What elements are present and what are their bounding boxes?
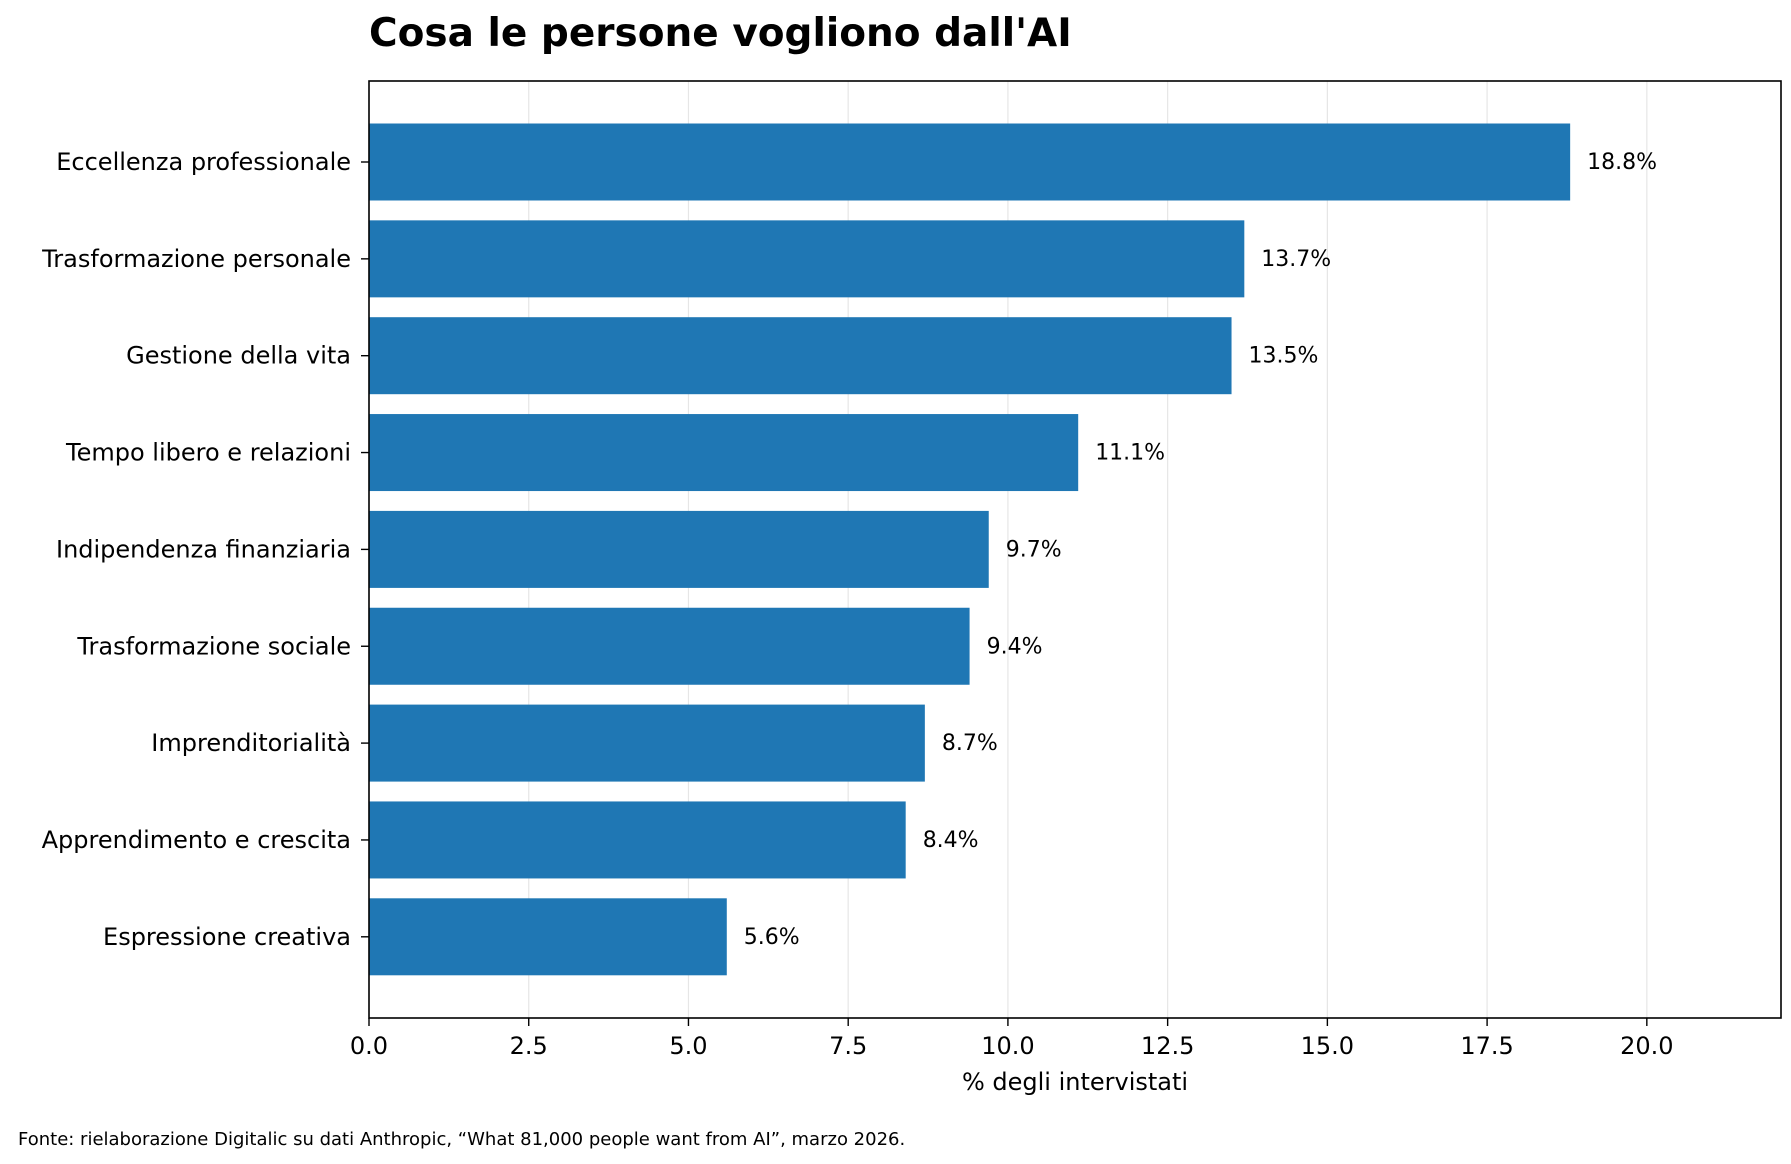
x-tick-label: 5.0 <box>669 1032 707 1060</box>
plot-frame <box>368 80 1782 1019</box>
data-label: 9.4% <box>987 634 1043 659</box>
x-axis-ticks: 0.0 2.5 5.0 7.5 10.0 12.5 15.0 17.5 20.0 <box>350 1018 1674 1060</box>
category-label: Apprendimento e crescita <box>42 826 351 854</box>
data-label: 8.7% <box>942 731 998 756</box>
x-axis-label: % degli intervistati <box>962 1068 1188 1096</box>
category-label: Trasformazione personale <box>41 245 351 273</box>
category-label: Tempo libero e relazioni <box>65 439 351 467</box>
category-label: Trasformazione sociale <box>76 632 351 660</box>
data-label: 18.8% <box>1587 150 1657 175</box>
category-label: Gestione della vita <box>126 342 351 370</box>
data-labels: 18.8% 13.7% 13.5% 11.1% 9.7% 9.4% 8.7% 8.4% 5.6% <box>744 150 1657 950</box>
bar <box>369 801 906 879</box>
bar <box>369 220 1245 298</box>
category-label: Espressione creativa <box>103 923 351 951</box>
chart-title: Cosa le persone vogliono dall'AI <box>369 11 1072 56</box>
data-label: 13.5% <box>1249 344 1319 369</box>
bar <box>369 704 925 782</box>
source-note: Fonte: rielaborazione Digitalic su dati … <box>18 1129 906 1150</box>
bar <box>369 317 1232 395</box>
bars <box>369 123 1571 976</box>
x-tick-label: 10.0 <box>981 1032 1034 1060</box>
data-label: 9.7% <box>1006 537 1062 562</box>
bar <box>369 607 970 685</box>
x-tick-label: 0.0 <box>350 1032 388 1060</box>
x-tick-label: 15.0 <box>1301 1032 1354 1060</box>
data-label: 8.4% <box>923 828 979 853</box>
data-label: 5.6% <box>744 925 800 950</box>
bar <box>369 123 1571 201</box>
category-labels: Eccellenza professionale Trasformazione p… <box>41 148 369 951</box>
category-label: Indipendenza finanziaria <box>56 535 351 563</box>
data-label: 11.1% <box>1095 441 1165 466</box>
x-tick-label: 7.5 <box>829 1032 867 1060</box>
category-label: Imprenditorialità <box>151 729 351 757</box>
x-tick-label: 20.0 <box>1620 1032 1673 1060</box>
category-label: Eccellenza professionale <box>56 148 351 176</box>
bar <box>369 898 727 976</box>
bar <box>369 414 1079 492</box>
x-tick-label: 2.5 <box>510 1032 548 1060</box>
data-label: 13.7% <box>1261 247 1331 272</box>
x-tick-label: 17.5 <box>1460 1032 1513 1060</box>
x-tick-label: 12.5 <box>1141 1032 1194 1060</box>
bar <box>369 510 989 588</box>
